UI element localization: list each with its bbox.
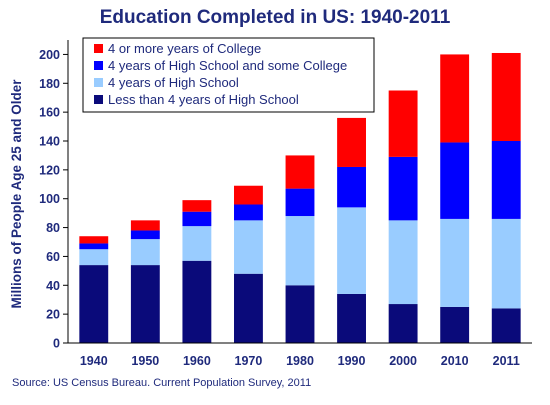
x-tick-label: 1980 xyxy=(286,354,314,368)
legend-item-label: Less than 4 years of High School xyxy=(108,92,299,107)
bar-segment xyxy=(337,293,366,343)
x-tick-label: 1990 xyxy=(338,354,366,368)
bar-segment xyxy=(285,285,315,343)
legend-item-label: 4 years of High School and some College xyxy=(108,58,347,73)
y-tick-label: 140 xyxy=(39,135,60,149)
y-axis-label: Millions of People Age 25 and Older xyxy=(9,79,24,309)
bar-segment xyxy=(182,211,212,227)
source-note: Source: US Census Bureau. Current Popula… xyxy=(12,377,312,389)
bar-segment xyxy=(388,220,418,305)
y-tick-label: 160 xyxy=(39,106,60,120)
y-tick-label: 80 xyxy=(46,221,60,235)
bar-segment xyxy=(79,236,109,244)
x-tick-label: 1960 xyxy=(183,354,211,368)
bar-segment xyxy=(234,185,263,205)
bar-segment xyxy=(491,218,521,309)
bar-segment xyxy=(440,54,470,143)
bar-segment xyxy=(440,142,470,219)
legend-swatch xyxy=(94,61,103,70)
bar-segment xyxy=(182,226,212,261)
bar-segment xyxy=(440,218,470,307)
bar-segment xyxy=(130,239,160,266)
bar-segment xyxy=(388,156,418,221)
chart-title: Education Completed in US: 1940-2011 xyxy=(99,7,451,28)
x-tick-label: 1940 xyxy=(80,354,108,368)
legend-swatch xyxy=(94,78,103,87)
bar-segment xyxy=(79,249,109,266)
y-tick-label: 40 xyxy=(46,279,60,293)
bar-segment xyxy=(337,166,366,208)
bar-segment xyxy=(491,52,521,141)
legend-swatch xyxy=(94,95,103,104)
bar-segment xyxy=(234,220,263,274)
y-tick-label: 120 xyxy=(39,163,60,177)
bar-segment xyxy=(130,230,160,240)
legend-item-label: 4 years of High School xyxy=(108,75,239,90)
y-tick-label: 60 xyxy=(46,250,60,264)
x-tick-label: 2010 xyxy=(441,354,469,368)
y-tick-label: 100 xyxy=(39,192,60,206)
legend-swatch xyxy=(94,44,103,53)
bar-segment xyxy=(337,117,366,167)
bar-segment xyxy=(491,308,521,343)
bar-segment xyxy=(79,243,109,250)
y-tick-label: 0 xyxy=(53,337,60,351)
legend: 4 or more years of College 4 years of Hig… xyxy=(82,37,375,113)
bar-segment xyxy=(388,304,418,343)
bar-segment xyxy=(234,204,263,221)
bar-segment xyxy=(182,260,212,343)
y-tick-label: 200 xyxy=(39,48,60,62)
x-tick-label: 1950 xyxy=(131,354,159,368)
bar-segment xyxy=(337,207,366,294)
x-tick-label: 2011 xyxy=(493,354,520,368)
x-tick-label: 1970 xyxy=(235,354,263,368)
bar-segment xyxy=(234,273,263,343)
bar-segment xyxy=(182,200,212,212)
bar-segment xyxy=(285,216,315,286)
y-tick-label: 20 xyxy=(46,308,60,322)
legend-item-label: 4 or more years of College xyxy=(108,41,261,56)
bar-segment xyxy=(285,188,315,217)
bar-segment xyxy=(388,90,418,157)
y-tick-label: 180 xyxy=(39,77,60,91)
bar-segment xyxy=(491,141,521,219)
bar-segment xyxy=(79,265,109,343)
bar-segment xyxy=(130,220,160,231)
legend-box xyxy=(82,37,375,113)
bar-segment xyxy=(285,155,315,189)
x-tick-label: 2000 xyxy=(389,354,417,368)
bar-segment xyxy=(440,306,470,343)
bar-segment xyxy=(130,265,160,343)
